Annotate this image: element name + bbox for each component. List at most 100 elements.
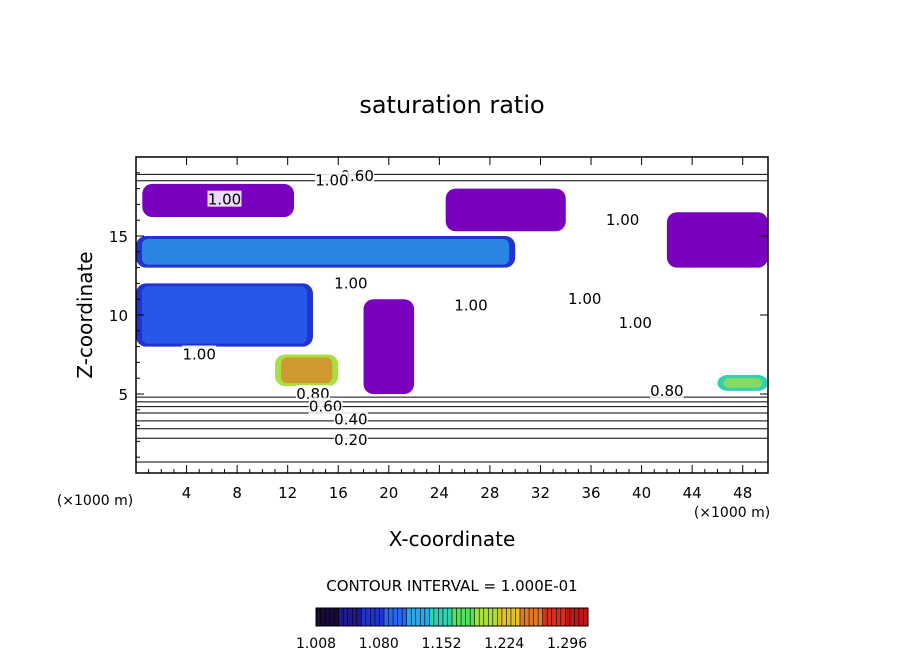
colorbar-cell <box>406 608 412 626</box>
colorbar-cell <box>433 608 439 626</box>
supersaturated-region <box>363 299 415 394</box>
contour-label-bg <box>333 274 368 291</box>
contour-label: 0.40 <box>334 410 367 428</box>
colorbar-cell <box>465 608 471 626</box>
x-tick-label: 8 <box>232 484 242 502</box>
x-tick-label: 24 <box>430 484 449 502</box>
colorbar-cell <box>510 608 516 626</box>
colorbar-cell <box>429 608 435 626</box>
colorbar-cell <box>474 608 480 626</box>
contour-labels: 0.601.001.001.001.001.001.001.001.000.80… <box>182 166 684 449</box>
y-tick-label: 15 <box>109 228 128 246</box>
supersaturated-core <box>281 357 333 384</box>
colorbar-cell <box>325 608 331 626</box>
contour-lines <box>136 173 768 463</box>
colorbar-cell <box>483 608 489 626</box>
x-axis: 4 8 12 16 20 24 28 32 36 40 44 48 <box>148 157 756 502</box>
colorbar-cell <box>402 608 408 626</box>
colorbar-cell <box>370 608 376 626</box>
contour-label-bg <box>453 296 488 313</box>
colorbar-cell <box>506 608 512 626</box>
contour-label: 1.00 <box>334 274 367 292</box>
colorbar-cell <box>497 608 503 626</box>
colorbar-cell <box>556 608 562 626</box>
colorbar-tick-label: 1.080 <box>359 636 399 652</box>
y-tick-label: 5 <box>118 386 128 404</box>
colorbar-cell <box>461 608 467 626</box>
colorbar-cell <box>452 608 458 626</box>
x-tick-label: 12 <box>278 484 297 502</box>
colorbar-cell <box>447 608 453 626</box>
y-axis: 5 10 15 <box>109 172 768 458</box>
colorbar-cell <box>574 608 580 626</box>
colorbar-cell <box>565 608 571 626</box>
contour-label: 1.00 <box>619 314 652 332</box>
contour-label: 0.80 <box>650 382 683 400</box>
colorbar-cell <box>343 608 349 626</box>
colorbar-cell <box>456 608 462 626</box>
x-tick-label: 32 <box>531 484 550 502</box>
colorbar-cell <box>316 608 322 626</box>
colorbar-cell <box>320 608 326 626</box>
colorbar-cell <box>365 608 371 626</box>
x-tick-label: 48 <box>733 484 752 502</box>
colorbar-cell <box>397 608 403 626</box>
colorbar-tick-label: 1.152 <box>421 636 461 652</box>
colorbar-cell <box>533 608 539 626</box>
colorbar-cell <box>583 608 589 626</box>
colorbar-cell <box>501 608 507 626</box>
colorbar-cell <box>442 608 448 626</box>
contour-interval-text: CONTOUR INTERVAL = 1.000E-01 <box>326 577 577 595</box>
x-tick-label: 20 <box>379 484 398 502</box>
colorbar-tick-label: 1.008 <box>296 636 336 652</box>
colorbar-cell <box>569 608 575 626</box>
colorbar-frame <box>315 607 589 627</box>
colorbar-cell <box>424 608 430 626</box>
x-axis-label: X-coordinate <box>389 527 516 551</box>
colorbar-cell <box>352 608 358 626</box>
colorbar-cell <box>393 608 399 626</box>
colorbar-cell <box>384 608 390 626</box>
colorbar-cell <box>361 608 367 626</box>
supersaturated-region <box>445 188 566 232</box>
colorbar-cell <box>411 608 417 626</box>
colorbar-cell <box>374 608 380 626</box>
y-tick-label: 10 <box>109 307 128 325</box>
colorbar-cell <box>529 608 535 626</box>
colorbar-cell <box>520 608 526 626</box>
contour-label-bg <box>295 385 330 401</box>
y-axis-label: Z-coordinate <box>73 251 97 378</box>
colorbar: 1.008 1.080 1.152 1.224 1.296 <box>296 607 589 652</box>
colorbar-cell <box>388 608 394 626</box>
contour-label-bg <box>333 410 368 427</box>
colorbar-cell <box>438 608 444 626</box>
supersaturated-region <box>666 212 768 268</box>
contour-label: 1.00 <box>606 211 639 229</box>
colorbar-cell <box>470 608 476 626</box>
x-unit-left: (×1000 m) <box>57 493 133 509</box>
colorbar-cell <box>524 608 530 626</box>
colorbar-cell <box>356 608 362 626</box>
colorbar-tick-label: 1.296 <box>547 636 587 652</box>
contour-label: 1.00 <box>315 172 348 190</box>
colorbar-cell <box>551 608 557 626</box>
colorbar-cell <box>479 608 485 626</box>
contour-label-bg <box>649 381 684 398</box>
x-tick-label: 40 <box>632 484 651 502</box>
x-tick-label: 4 <box>182 484 192 502</box>
x-tick-label: 16 <box>329 484 348 502</box>
colorbar-cell <box>415 608 421 626</box>
colorbar-cell <box>547 608 553 626</box>
colorbar-cell <box>578 608 584 626</box>
colorbar-cell <box>538 608 544 626</box>
colorbar-cell <box>334 608 340 626</box>
colorbar-cell <box>488 608 494 626</box>
supersaturated-core <box>723 378 762 388</box>
contour-label-bg <box>618 313 653 330</box>
colorbar-cell <box>542 608 548 626</box>
colorbar-cell <box>515 608 521 626</box>
supersaturated-core <box>142 239 510 265</box>
contour-label-bg <box>567 290 602 307</box>
colorbar-cell <box>347 608 353 626</box>
